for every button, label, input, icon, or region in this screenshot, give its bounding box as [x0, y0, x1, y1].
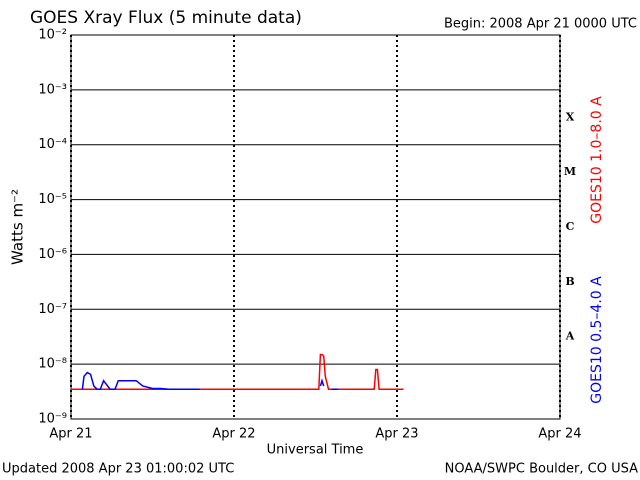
y-tick-label: 10⁻³ [38, 82, 67, 97]
y-tick-label: 10⁻⁵ [38, 192, 67, 207]
footer-left: Updated 2008 Apr 23 01:00:02 UTC [2, 462, 234, 477]
y-tick-label: 10⁻⁸ [38, 357, 67, 372]
y-tick-label: 10⁻⁶ [38, 247, 67, 262]
flare-class-label: M [564, 165, 576, 178]
flare-class-label: A [565, 330, 575, 343]
y-axis-label: Watts m⁻² [9, 189, 27, 265]
flare-class-label: C [566, 220, 575, 233]
flare-class-label: X [566, 110, 575, 123]
chart-title: GOES Xray Flux (5 minute data) [30, 8, 302, 28]
x-tick-label: Apr 22 [212, 427, 255, 442]
x-axis-label: Universal Time [267, 443, 364, 458]
x-tick-label: Apr 21 [49, 427, 92, 442]
legend-entry: GOES10 0.5–4.0 A [589, 276, 605, 404]
y-tick-label: 10⁻⁹ [38, 412, 67, 427]
series-line [81, 371, 339, 390]
x-tick-label: Apr 24 [538, 427, 581, 442]
y-tick-label: 10⁻⁷ [38, 302, 67, 317]
y-tick-label: 10⁻² [38, 28, 67, 43]
y-tick-label: 10⁻⁴ [38, 137, 67, 152]
legend-entry: GOES10 1.0–8.0 A [589, 96, 605, 224]
subtitle: Begin: 2008 Apr 21 0000 UTC [444, 17, 637, 32]
x-tick-label: Apr 23 [375, 427, 418, 442]
flare-class-label: B [565, 275, 574, 288]
footer-right: NOAA/SWPC Boulder, CO USA [445, 462, 638, 477]
